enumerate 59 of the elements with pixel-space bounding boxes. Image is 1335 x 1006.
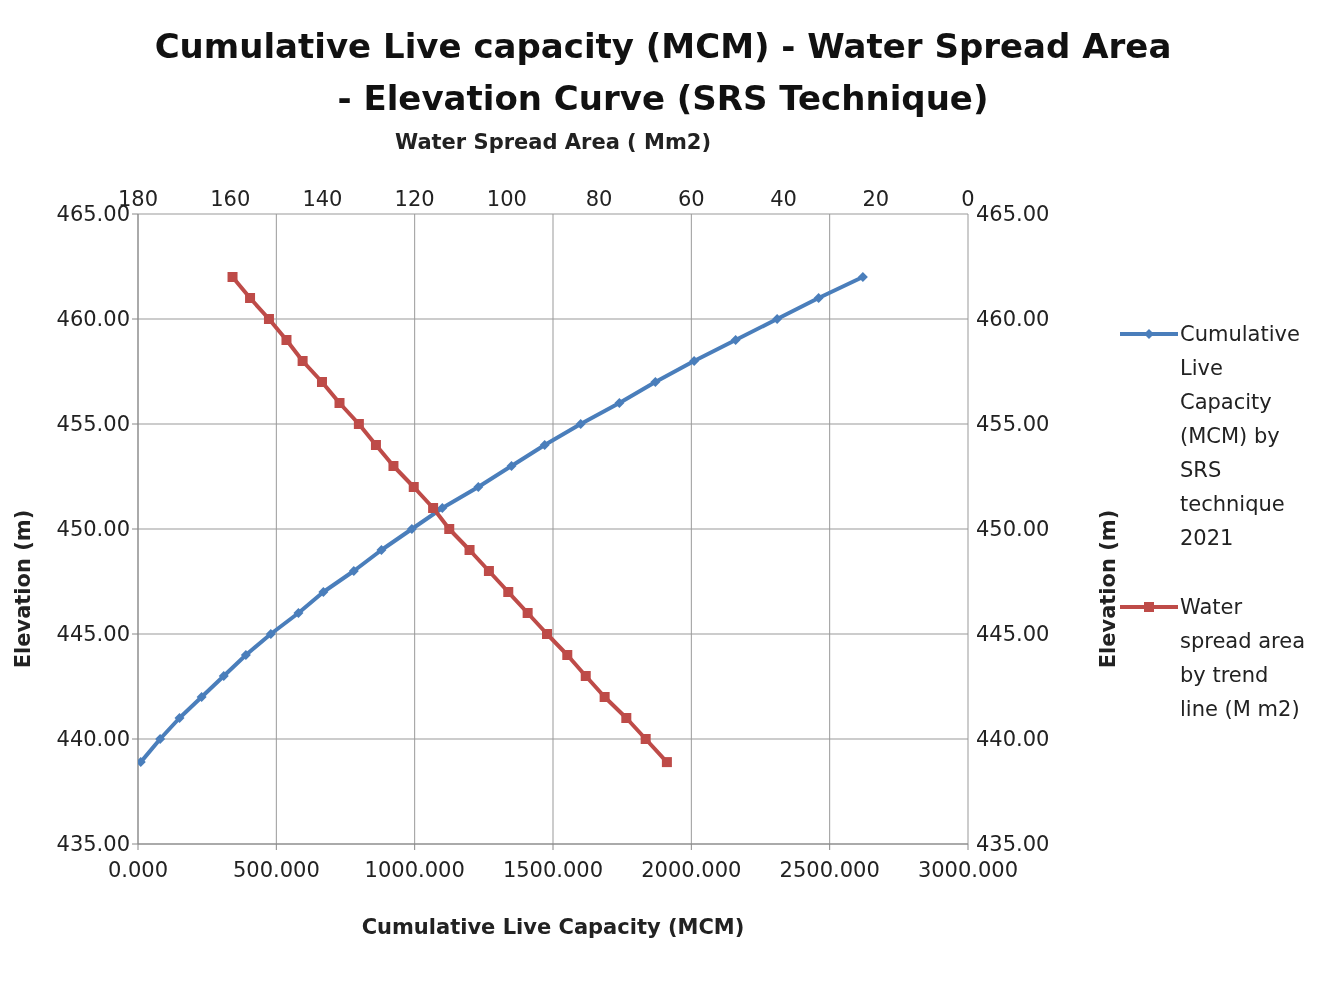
y2-tick-label: 435.00 bbox=[976, 832, 1050, 857]
point bbox=[689, 356, 700, 366]
point bbox=[857, 272, 868, 282]
point bbox=[772, 314, 783, 324]
point bbox=[196, 692, 207, 702]
x-tick-label: 2500.000 bbox=[779, 857, 880, 882]
point bbox=[218, 671, 229, 681]
x2-axis-title: Water Spread Area ( Mm2) bbox=[394, 129, 712, 154]
x-tick-label: 2000.000 bbox=[641, 857, 742, 882]
y-tick-label: 440.00 bbox=[56, 727, 130, 752]
y2-tick-label: 465.00 bbox=[976, 202, 1050, 227]
point bbox=[539, 440, 550, 450]
point bbox=[473, 482, 484, 492]
point bbox=[348, 566, 359, 576]
point bbox=[376, 545, 387, 555]
x2-tick-label: 100 bbox=[486, 187, 527, 211]
chart-title: Cumulative Live capacity (MCM) - Water Spread Area - Elevation Curve (SRS Technique) bbox=[153, 25, 1173, 120]
legend-label: Cumulative Live Capacity (MCM) by SRS technique 2021 bbox=[1180, 321, 1301, 552]
x2-tick-label: 160 bbox=[210, 187, 251, 211]
point bbox=[240, 650, 251, 660]
point bbox=[406, 524, 417, 534]
x2-tick-label: 0 bbox=[961, 187, 975, 211]
x-tick-label: 500.000 bbox=[232, 857, 320, 882]
y-tick-label: 435.00 bbox=[56, 832, 130, 857]
point bbox=[293, 608, 304, 618]
legend-label: Water spread area by trend line (M m2) bbox=[1180, 594, 1307, 723]
x-tick-label: 1000.000 bbox=[364, 857, 465, 882]
point bbox=[265, 629, 276, 639]
y2-tick-label: 455.00 bbox=[976, 412, 1050, 437]
x-tick-label: 0.000 bbox=[107, 857, 169, 882]
point bbox=[650, 377, 661, 387]
point bbox=[155, 734, 166, 744]
y-tick-label: 455.00 bbox=[56, 412, 130, 437]
y2-axis-title: Elevation (m) bbox=[1096, 509, 1121, 669]
y-tick-label: 460.00 bbox=[56, 307, 130, 332]
x2-tick-label: 80 bbox=[585, 187, 613, 211]
point bbox=[614, 398, 625, 408]
x2-tick-label: 20 bbox=[862, 187, 890, 211]
x-axis-title: Cumulative Live Capacity (MCM) bbox=[361, 915, 745, 939]
y-tick-label: 450.00 bbox=[56, 517, 130, 542]
y2-tick-label: 450.00 bbox=[976, 517, 1050, 542]
point bbox=[730, 335, 741, 345]
x2-tick-label: 140 bbox=[302, 187, 343, 211]
point bbox=[318, 587, 329, 597]
x-tick-label: 3000.000 bbox=[917, 857, 1019, 882]
x-tick-label: 1500.000 bbox=[502, 857, 604, 882]
x2-tick-label: 40 bbox=[770, 187, 797, 211]
y2-tick-label: 445.00 bbox=[976, 622, 1050, 647]
point bbox=[813, 293, 824, 303]
x2-tick-label: 60 bbox=[677, 187, 705, 211]
point bbox=[506, 461, 517, 471]
y-tick-label: 445.00 bbox=[56, 622, 130, 647]
y2-tick-label: 460.00 bbox=[976, 307, 1050, 332]
y-axis-title: Elevation (m) bbox=[11, 509, 36, 669]
point bbox=[174, 713, 185, 723]
x2-tick-label: 120 bbox=[394, 187, 435, 211]
point bbox=[575, 419, 586, 429]
y2-tick-label: 440.00 bbox=[976, 727, 1050, 752]
point bbox=[437, 503, 448, 513]
